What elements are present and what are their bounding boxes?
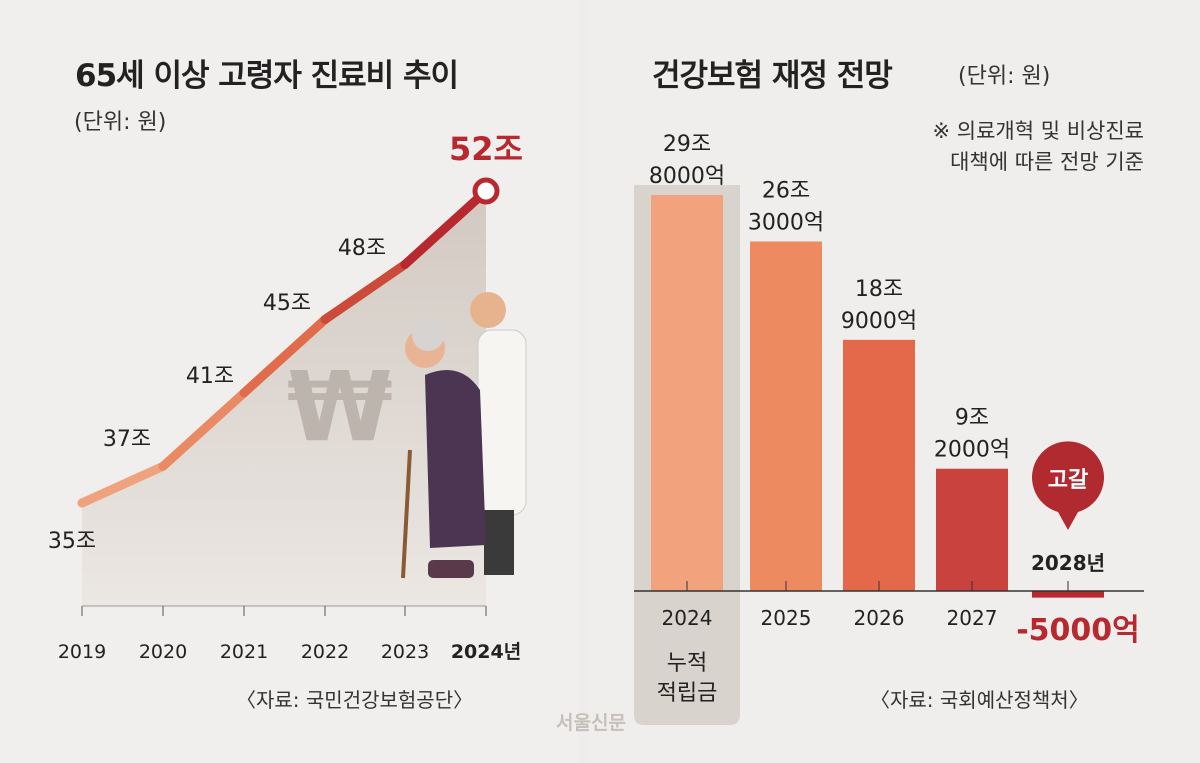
elderly-hair: [412, 319, 444, 351]
area-fill: [82, 191, 486, 607]
data-label: 45조: [263, 291, 311, 316]
left-chart-unit: (단위: 원): [74, 110, 167, 135]
line-segment: [400, 186, 491, 269]
data-label: 48조: [338, 236, 386, 261]
x-tick-label: 2024년: [451, 641, 521, 663]
data-label: 18조: [855, 277, 903, 302]
line-segment: [320, 259, 410, 324]
highlight-label: 적립금: [657, 681, 718, 706]
data-label: 9조: [955, 406, 989, 431]
note-line: ※ 의료개혁 및 비상진료: [932, 119, 1144, 143]
data-label: -5000억: [1016, 613, 1140, 648]
right-chart-title: 건강보험 재정 전망: [652, 58, 893, 94]
line-segment: [239, 315, 330, 398]
elderly-shoes: [428, 560, 474, 578]
won-symbol-icon: ₩: [287, 351, 393, 463]
elderly-and-doctor-illustration: [401, 292, 527, 579]
right-source: 〈자료: 국회예산정책처〉: [870, 688, 1089, 712]
doctor-legs: [484, 510, 514, 575]
note-line: 대책에 따른 전망 기준: [950, 150, 1144, 174]
data-label: 41조: [186, 364, 234, 389]
left-source: 〈자료: 국민건강보험공단〉: [236, 688, 474, 712]
x-tick-label: 2020: [139, 641, 187, 663]
bar: [750, 241, 822, 591]
data-label: 26조: [762, 179, 810, 204]
data-label: 37조: [103, 427, 151, 452]
data-label: 2000억: [934, 438, 1010, 463]
data-label: 29조: [663, 132, 711, 157]
x-tick-label: 2019: [58, 641, 106, 663]
cane: [401, 449, 412, 579]
depletion-badge-icon: [1032, 441, 1105, 530]
x-tick-label: 2026: [854, 606, 905, 630]
x-tick-label: 2027: [947, 606, 998, 630]
bar: [843, 339, 915, 591]
data-label: 9000억: [841, 309, 917, 334]
line-segment: [158, 388, 249, 471]
highlight-label: 누적: [667, 651, 707, 676]
right-chart-note: ※ 의료개혁 및 비상진료 대책에 따른 전망 기준: [932, 116, 1144, 178]
doctor-coat: [477, 329, 527, 516]
bar: [936, 468, 1008, 591]
x-tick-label: 2025: [761, 606, 812, 630]
elderly-body: [425, 370, 486, 548]
watermark-logo: 서울신문: [556, 712, 626, 734]
x-tick-label: 2024: [662, 606, 713, 630]
data-label: 3000억: [748, 211, 824, 236]
bar: [651, 195, 723, 591]
data-label: 35조: [48, 529, 96, 554]
line-segment: [77, 461, 168, 508]
highlight-point: [472, 177, 500, 205]
x-tick-label: 2022: [301, 641, 349, 663]
x-tick-label: 2028년: [1031, 551, 1105, 575]
doctor-head: [470, 292, 506, 328]
right-chart-unit: (단위: 원): [958, 64, 1051, 89]
x-tick-label: 2023: [381, 641, 429, 663]
x-tick-label: 2021: [220, 641, 268, 663]
left-chart-title: 65세 이상 고령자 진료비 추이: [75, 58, 459, 94]
negative-bar: [1032, 591, 1104, 598]
data-label: 8000억: [649, 164, 725, 189]
data-label: 52조: [449, 130, 523, 168]
depletion-badge-label: 고갈: [1048, 468, 1088, 493]
